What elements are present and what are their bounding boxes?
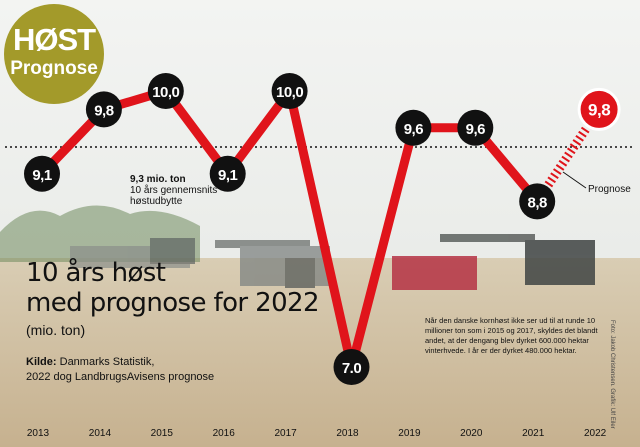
photo-credit: Foto: Jakob Christensen. Grafik: Ulf Eil… [609,320,615,429]
source-line1: Danmarks Statistik, [59,356,155,368]
headline-line2: med prognose for 2022 [26,288,320,318]
data-label: 10,0 [276,84,303,101]
source-note: Kilde: Danmarks Statistik, 2022 dog Land… [26,355,214,385]
combine-harvester [70,238,195,268]
explanatory-note: Når den danske kornhøst ikke ser ud til … [425,316,598,355]
data-label: 9,1 [32,167,52,184]
data-label: 9,6 [466,121,486,138]
data-point [333,349,370,385]
x-tick-label: 2021 [522,428,545,439]
combine-harvester [215,240,330,288]
x-tick-label: 2019 [398,428,421,439]
chart-headline: 10 års høst med prognose for 2022 [26,258,320,318]
average-annotation: 9,3 mio. ton 10 års gennemsnits høstudby… [130,174,217,207]
average-value: 9,3 mio. ton [130,174,186,185]
x-tick-label: 2022 [584,428,607,439]
prognose-leader [562,171,587,189]
data-label: 9,8 [588,100,610,119]
x-tick-label: 2014 [89,428,112,439]
average-line1: 10 års gennemsnits [130,185,218,196]
unit-label: (mio. ton) [26,322,86,338]
source-line2: 2022 dog LandbrugsAvisens prognose [26,371,215,383]
data-point [24,155,60,192]
data-point [395,109,432,146]
data-label: 8,8 [528,194,548,211]
data-label: 9,1 [218,167,238,184]
data-point [519,183,556,220]
x-tick-label: 2020 [460,428,483,439]
x-tick-label: 2017 [274,428,297,439]
x-tick-label: 2013 [27,428,50,439]
source-label: Kilde: [26,356,57,368]
x-tick-label: 2015 [151,428,174,439]
hoest-prognose-badge: HØST Prognose [4,4,104,104]
forecast-segment [533,106,603,204]
data-point [85,91,122,128]
data-label: 9,6 [404,121,424,138]
data-point [147,73,184,109]
data-point [457,109,494,146]
data-label: 10,0 [152,84,179,101]
combine-harvester [392,234,595,290]
x-tick-label: 2018 [336,428,359,439]
forecast-point [577,87,621,131]
x-tick-label: 2016 [213,428,236,439]
headline-line1: 10 års høst [26,258,166,288]
prognose-label: Prognose [588,184,631,195]
data-label: 7.0 [342,360,362,377]
average-line2: høstudbytte [130,196,183,207]
data-label: 9,8 [94,102,114,119]
data-point [271,73,308,109]
badge-title: HØST [12,22,96,57]
data-point [209,155,246,192]
badge-subtitle: Prognose [10,58,98,79]
